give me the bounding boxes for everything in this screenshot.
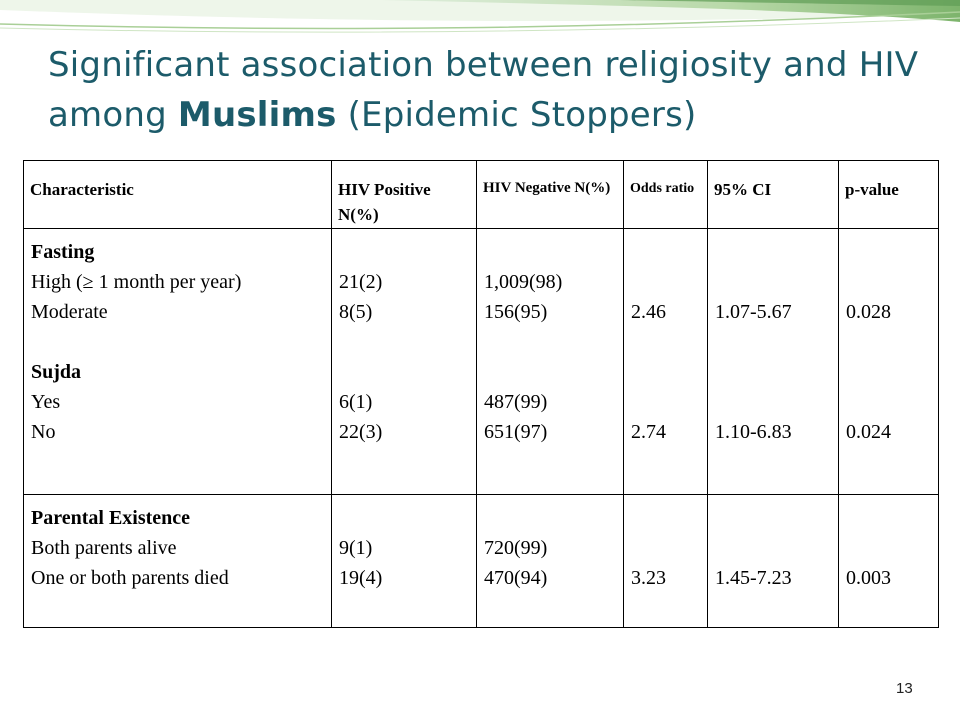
value: 156(95) (484, 301, 548, 323)
value (484, 327, 617, 357)
group-label-parental-existence: Parental Existence (31, 507, 191, 529)
results-table: Characteristic HIV Positive N(%) HIV Neg… (23, 160, 939, 628)
cell-p-value: 0.003 (838, 494, 939, 628)
top-decoration (0, 0, 960, 33)
cell-ci: 1.45-7.23 (707, 494, 839, 628)
title-bold-muslims: Muslims (177, 95, 337, 135)
value: 470(94) (484, 567, 548, 589)
header-characteristic: Characteristic (23, 160, 332, 229)
value: 21(2) (339, 271, 383, 293)
value (715, 267, 832, 297)
value: 6(1) (339, 391, 373, 413)
value (715, 237, 832, 267)
group-label-sujda: Sujda (31, 361, 82, 383)
value (715, 387, 832, 417)
header-hiv-negative: HIV Negative N(%) (476, 160, 624, 229)
value (846, 533, 932, 563)
slide-title: Significant association between religios… (48, 40, 928, 140)
row-label: Both parents alive (31, 537, 177, 559)
value: 9(1) (339, 537, 373, 559)
value: 0.003 (846, 567, 891, 589)
table-row: Parental Existence Both parents alive On… (23, 494, 939, 628)
value: 1,009(98) (484, 271, 563, 293)
value (846, 327, 932, 357)
value: 0.024 (846, 421, 891, 443)
value: 8(5) (339, 301, 373, 323)
value (846, 387, 932, 417)
value (846, 237, 932, 267)
value (631, 387, 701, 417)
cell-odds-ratio: 3.23 (623, 494, 708, 628)
page-number: 13 (896, 680, 913, 697)
value: 19(4) (339, 567, 383, 589)
value: 651(97) (484, 421, 548, 443)
value (715, 327, 832, 357)
value (631, 357, 701, 387)
row-label: No (31, 421, 56, 443)
cell-odds-ratio: 2.46 2.74 (623, 228, 708, 495)
table-row: Fasting High (≥ 1 month per year) Modera… (23, 228, 939, 495)
row-label: Moderate (31, 301, 108, 323)
value (715, 357, 832, 387)
value: 1.10-6.83 (715, 421, 792, 443)
value (484, 357, 617, 387)
value: 1.07-5.67 (715, 301, 792, 323)
value (715, 503, 832, 533)
title-part-2: (Epidemic Stoppers) (336, 95, 697, 135)
value: 2.46 (631, 301, 666, 323)
title-part-1: Significant association between religios… (48, 45, 919, 135)
cell-hiv-negative: 1,009(98) 156(95) 487(99) 651(97) (476, 228, 624, 495)
value: 0.028 (846, 301, 891, 323)
cell-hiv-negative: 720(99) 470(94) (476, 494, 624, 628)
cell-hiv-positive: 21(2) 8(5) 6(1) 22(3) (331, 228, 477, 495)
value (631, 503, 701, 533)
value (846, 357, 932, 387)
value: 22(3) (339, 421, 383, 443)
value (631, 533, 701, 563)
value: 720(99) (484, 537, 548, 559)
spacer (31, 327, 325, 357)
value (846, 503, 932, 533)
header-p-value: p-value (838, 160, 939, 229)
header-odds-ratio: Odds ratio (623, 160, 708, 229)
value (339, 503, 470, 533)
value: 487(99) (484, 391, 548, 413)
cell-ci: 1.07-5.67 1.10-6.83 (707, 228, 839, 495)
value (484, 237, 617, 267)
value: 1.45-7.23 (715, 567, 792, 589)
table-header-row: Characteristic HIV Positive N(%) HIV Neg… (23, 160, 939, 229)
value: 3.23 (631, 567, 666, 589)
header-ci: 95% CI (707, 160, 839, 229)
value (339, 237, 470, 267)
cell-hiv-positive: 9(1) 19(4) (331, 494, 477, 628)
value (484, 503, 617, 533)
value (631, 327, 701, 357)
value: 2.74 (631, 421, 666, 443)
row-label: Yes (31, 391, 61, 413)
value (339, 357, 470, 387)
row-label: One or both parents died (31, 567, 229, 589)
row-label: High (≥ 1 month per year) (31, 271, 242, 293)
group-label-fasting: Fasting (31, 241, 95, 263)
value (631, 267, 701, 297)
cell-characteristic: Parental Existence Both parents alive On… (23, 494, 332, 628)
header-hiv-positive: HIV Positive N(%) (331, 160, 477, 229)
value (631, 237, 701, 267)
value (339, 327, 470, 357)
value (715, 533, 832, 563)
cell-p-value: 0.028 0.024 (838, 228, 939, 495)
value (846, 267, 932, 297)
cell-characteristic: Fasting High (≥ 1 month per year) Modera… (23, 228, 332, 495)
